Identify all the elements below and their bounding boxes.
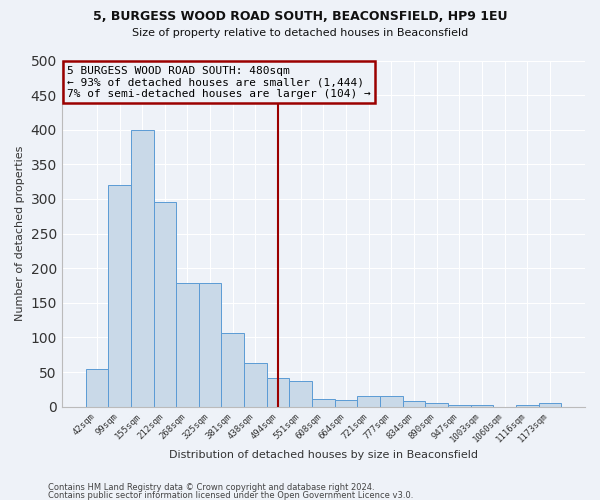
Text: Contains public sector information licensed under the Open Government Licence v3: Contains public sector information licen… [48,491,413,500]
Bar [403,401,425,406]
Bar [380,396,403,406]
Text: 5, BURGESS WOOD ROAD SOUTH, BEACONSFIELD, HP9 1EU: 5, BURGESS WOOD ROAD SOUTH, BEACONSFIELD… [93,10,507,23]
Bar [86,368,108,406]
Bar [470,405,493,406]
Bar [176,284,199,406]
Bar [448,404,470,406]
Bar [425,403,448,406]
Bar [516,404,539,406]
Bar [335,400,358,406]
Y-axis label: Number of detached properties: Number of detached properties [15,146,25,321]
Text: Contains HM Land Registry data © Crown copyright and database right 2024.: Contains HM Land Registry data © Crown c… [48,484,374,492]
Bar [244,363,267,406]
Bar [131,130,154,406]
Bar [108,185,131,406]
X-axis label: Distribution of detached houses by size in Beaconsfield: Distribution of detached houses by size … [169,450,478,460]
Text: Size of property relative to detached houses in Beaconsfield: Size of property relative to detached ho… [132,28,468,38]
Bar [199,284,221,406]
Bar [221,332,244,406]
Bar [267,378,289,406]
Bar [289,381,312,406]
Bar [312,399,335,406]
Bar [539,403,561,406]
Text: 5 BURGESS WOOD ROAD SOUTH: 480sqm
← 93% of detached houses are smaller (1,444)
7: 5 BURGESS WOOD ROAD SOUTH: 480sqm ← 93% … [67,66,371,99]
Bar [154,202,176,406]
Bar [358,396,380,406]
